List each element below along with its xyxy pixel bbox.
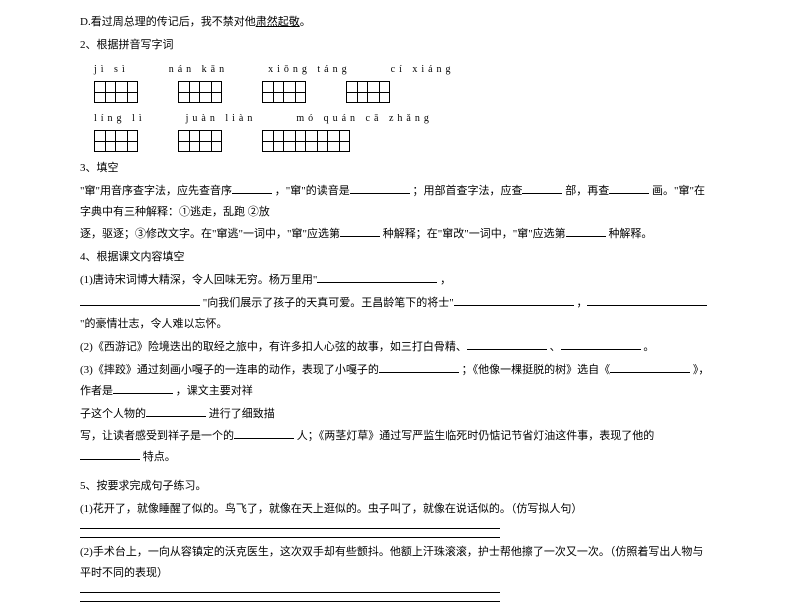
fill-blank[interactable] [587,294,707,306]
q4-3b: 子这个人物的 进行了细致描 [80,404,714,425]
text: (2)《西游记》险境迭出的取经之旅中，有许多扣人心弦的故事，如三打白骨精、 [80,341,467,353]
q5-2: (2)手术台上，一向从容镇定的沃克医生，这次双手却有些颤抖。他额上汗珠滚滚，护士… [80,542,714,584]
option-d-prefix: D.看过周总理的传记后，我不禁对他 [80,16,256,28]
pinyin-group: cí xiáng [391,60,455,79]
char-input-boxes[interactable] [94,130,138,152]
fill-blank[interactable] [467,338,547,350]
pinyin-group: líng lì [94,109,146,128]
pinyin-group: nán kān [169,60,228,79]
text: 写，让读者感受到祥子是一个的 [80,430,234,442]
text: "向我们展示了孩子的天真可爱。王昌龄笔下的将士" [203,297,454,309]
fill-blank[interactable] [561,338,641,350]
pinyin-group: xiōng táng [268,60,351,79]
pinyin-group: jì sì [94,60,129,79]
fill-blank[interactable] [610,361,690,373]
option-d-underline: 肃然起敬 [256,16,300,28]
q5-title: 5、按要求完成句子练习。 [80,476,714,497]
text: 种解释；在"窜改"一词中，"窜"应选第 [383,228,566,240]
text: ；《他像一棵挺脱的树》选自《 [462,364,611,376]
fill-blank[interactable] [146,405,206,417]
q2-title: 2、根据拼音写字词 [80,35,714,56]
fill-blank[interactable] [80,448,140,460]
fill-blank[interactable] [609,182,649,194]
fill-blank[interactable] [113,382,173,394]
box-row-2 [94,130,714,152]
text: 逐，驱逐；③修改文字。在"窜逃"一词中，"窜"应选第 [80,228,340,240]
text: 种解释。 [608,228,652,240]
text: (3)《摔跤》通过刻画小嘎子的一连串的动作，表现了小嘎子的 [80,364,379,376]
q3-line1: "窜"用音序查字法，应先查音序 ，"窜"的读音是 ；用部首查字法，应查 部，再查… [80,181,714,223]
pinyin-group: juàn liàn [186,109,257,128]
text: 。 [643,341,654,353]
text: 进行了细致描 [209,408,275,420]
punct: 。 [300,16,311,28]
text: 、 [550,341,561,353]
fill-blank[interactable] [234,427,294,439]
q5-1: (1)花开了，就像睡醒了似的。鸟飞了，就像在天上逛似的。虫子叫了，就像在说话似的… [80,499,714,520]
text: 子这个人物的 [80,408,146,420]
q4-3c: 写，让读者感受到祥子是一个的 人；《两茎灯草》通过写严监生临死时仍惦记节省灯油这… [80,426,714,468]
q3-title: 3、填空 [80,158,714,179]
q3-line2: 逐，驱逐；③修改文字。在"窜逃"一词中，"窜"应选第 种解释；在"窜改"一词中，… [80,224,714,245]
answer-line[interactable] [80,537,500,538]
text: 部，再查 [565,185,609,197]
text: (1)唐诗宋词博大精深，令人回味无穷。杨万里用" [80,274,317,286]
q4-1b: "向我们展示了孩子的天真可爱。王昌龄笔下的将士" ， "的豪情壮志，令人难以忘怀… [80,293,714,335]
fill-blank[interactable] [379,361,459,373]
fill-blank[interactable] [350,182,410,194]
fill-blank[interactable] [454,294,574,306]
text: ， [440,274,451,286]
fill-blank[interactable] [317,271,437,283]
text: ， [576,297,587,309]
char-input-boxes[interactable] [178,81,222,103]
char-input-boxes[interactable] [262,130,350,152]
char-input-boxes[interactable] [346,81,390,103]
fill-blank[interactable] [232,182,272,194]
q4-1a: (1)唐诗宋词博大精深，令人回味无穷。杨万里用" ， [80,270,714,291]
char-input-boxes[interactable] [178,130,222,152]
q4-2: (2)《西游记》险境迭出的取经之旅中，有许多扣人心弦的故事，如三打白骨精、 、 … [80,337,714,358]
char-input-boxes[interactable] [262,81,306,103]
answer-line[interactable] [80,592,500,593]
fill-blank[interactable] [80,294,200,306]
fill-blank[interactable] [340,225,380,237]
q4-3a: (3)《摔跤》通过刻画小嘎子的一连串的动作，表现了小嘎子的 ；《他像一棵挺脱的树… [80,360,714,402]
text: ，"窜"的读音是 [275,185,350,197]
pinyin-row-2: líng lì juàn liàn mó quán cā zhǎng [94,109,714,128]
text: "的豪情壮志，令人难以忘怀。 [80,318,228,330]
box-row-1 [94,81,714,103]
pinyin-group: mó quán cā zhǎng [296,109,432,128]
text: ，课文主要对祥 [176,385,253,397]
option-d: D.看过周总理的传记后，我不禁对他肃然起敬。 [80,12,714,33]
text: 人；《两茎灯草》通过写严监生临死时仍惦记节省灯油这件事，表现了他的 [297,430,655,442]
fill-blank[interactable] [522,182,562,194]
text: 特点。 [143,451,176,463]
text: "窜"用音序查字法，应先查音序 [80,185,232,197]
answer-line[interactable] [80,528,500,529]
pinyin-row-1: jì sì nán kān xiōng táng cí xiáng [94,60,714,79]
q4-title: 4、根据课文内容填空 [80,247,714,268]
fill-blank[interactable] [566,225,606,237]
text: ；用部首查字法，应查 [412,185,522,197]
char-input-boxes[interactable] [94,81,138,103]
